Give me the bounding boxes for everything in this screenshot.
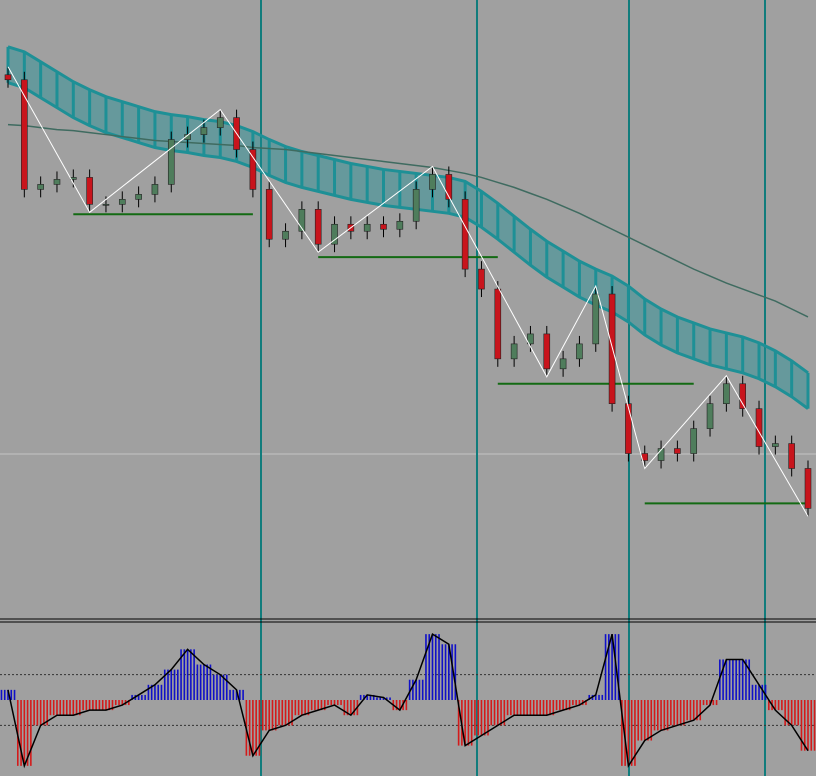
candle-body — [135, 194, 142, 200]
histogram-bar — [735, 659, 751, 700]
candle-body — [53, 179, 61, 185]
histogram-bar — [457, 700, 473, 746]
histogram-bar — [278, 700, 293, 726]
candle-body — [282, 230, 289, 240]
histogram-bar — [180, 649, 195, 700]
band-edge — [7, 45, 809, 375]
histogram-bar — [653, 700, 669, 731]
candle-body — [625, 403, 632, 454]
band-edge — [7, 81, 809, 410]
candle-body — [723, 383, 730, 404]
candle-body — [510, 343, 518, 360]
candle-body — [86, 177, 93, 205]
histogram-bar — [49, 700, 65, 716]
candle-body — [249, 149, 257, 190]
candle-body — [576, 343, 583, 360]
histogram-bar — [523, 700, 538, 716]
candle-body — [363, 223, 371, 232]
candle-body — [706, 403, 714, 429]
session-separators — [260, 0, 766, 776]
histogram-bar — [98, 700, 114, 711]
candle-body — [298, 209, 306, 232]
oscillator-line — [7, 633, 809, 769]
candle-body — [445, 174, 453, 200]
candle-body — [543, 333, 551, 370]
histogram-bar — [163, 669, 179, 700]
histogram-bar — [784, 700, 800, 726]
candle-body — [37, 184, 44, 190]
candle-body — [331, 223, 338, 245]
histogram-bar — [327, 700, 342, 706]
histogram-bar — [294, 700, 310, 716]
candle-body — [674, 448, 681, 454]
candle-body — [21, 79, 28, 190]
histogram-bar — [506, 700, 522, 716]
candle-body — [608, 293, 616, 404]
candle-body — [314, 209, 322, 245]
histogram-bar — [474, 700, 489, 736]
candle-body — [804, 468, 812, 509]
candle-body — [396, 220, 404, 230]
candle-body — [690, 428, 698, 454]
candle-body — [216, 117, 224, 128]
candle-body — [494, 288, 502, 360]
histogram-bar — [196, 664, 212, 700]
histogram-bar — [147, 684, 163, 700]
histogram-bar — [425, 634, 440, 700]
candle-body — [429, 174, 436, 190]
histogram-bar — [16, 700, 32, 766]
candle-body — [4, 74, 12, 81]
histogram-bar — [800, 700, 816, 751]
histogram-bar — [441, 644, 457, 700]
candle-body — [200, 127, 208, 135]
candle-body — [118, 199, 126, 205]
candle-body — [167, 139, 175, 185]
candle-body — [151, 184, 159, 195]
histogram-bar — [212, 674, 228, 700]
histogram-bar — [408, 679, 424, 700]
histogram-bar — [539, 700, 555, 716]
histogram-bar — [670, 700, 685, 726]
candle-body — [657, 448, 665, 461]
histogram-bar — [33, 700, 48, 726]
band-fill — [8, 46, 808, 409]
histogram-bar — [261, 700, 277, 731]
candle-body — [739, 383, 746, 409]
candle-body — [412, 189, 420, 222]
zigzag — [7, 66, 809, 517]
candle-body — [788, 443, 795, 469]
candle-body — [527, 333, 534, 345]
moving-average — [7, 123, 809, 318]
candle-body — [559, 358, 567, 370]
histogram-bar — [751, 684, 767, 700]
candle-body — [772, 443, 779, 447]
candle-body — [380, 223, 387, 230]
histogram-bar — [719, 659, 734, 700]
candle-body — [478, 268, 485, 290]
histogram-bar — [82, 700, 97, 711]
candle-body — [592, 293, 600, 345]
histogram-bar — [637, 700, 653, 741]
histogram-bar — [572, 700, 587, 706]
candle-body — [461, 199, 469, 270]
candle-body — [265, 189, 273, 240]
candle-body — [102, 204, 110, 206]
